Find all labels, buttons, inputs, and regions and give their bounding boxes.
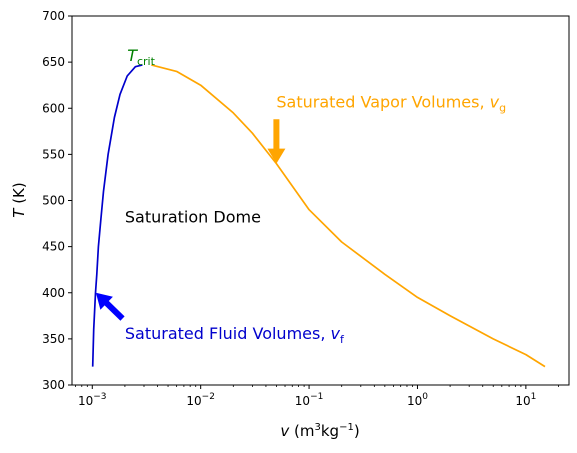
y-tick-label: 600 [42, 101, 65, 115]
critical-temperature-annotation: Tcrit [127, 46, 155, 68]
x-tick-label: 10−2 [186, 392, 215, 408]
vapor-arrow [267, 119, 286, 164]
y-tick-label: 400 [42, 286, 65, 300]
saturated-fluid-line [91, 64, 143, 367]
y-axis: 300 350 400 450 500 550 600 650 700 [42, 9, 72, 392]
fluid-arrow [95, 292, 125, 321]
arrow-layer [95, 119, 286, 321]
y-tick-label: 450 [42, 240, 65, 254]
fluid-volumes-annotation: Saturated Fluid Volumes, vf [125, 324, 345, 346]
x-axis-label: v (m3kg−1) [280, 422, 359, 440]
y-tick-label: 300 [42, 378, 65, 392]
series-layer [91, 64, 546, 368]
x-axis: 10−3 10−2 10−1 100 101 [75, 385, 559, 408]
x-tick-label: 10−1 [295, 392, 324, 408]
y-tick-label: 550 [42, 147, 65, 161]
saturation-dome-annotation: Saturation Dome [125, 208, 261, 227]
saturated-vapor-line [151, 64, 546, 368]
y-axis-label: T (K) [10, 182, 28, 218]
x-tick-label: 10−3 [78, 392, 107, 408]
x-tick-label: 101 [515, 392, 536, 408]
y-tick-label: 700 [42, 9, 65, 23]
y-tick-label: 350 [42, 332, 65, 346]
y-tick-label: 650 [42, 55, 65, 69]
x-tick-label: 100 [407, 392, 428, 408]
y-tick-label: 500 [42, 194, 65, 208]
vapor-volumes-annotation: Saturated Vapor Volumes, vg [276, 92, 506, 114]
